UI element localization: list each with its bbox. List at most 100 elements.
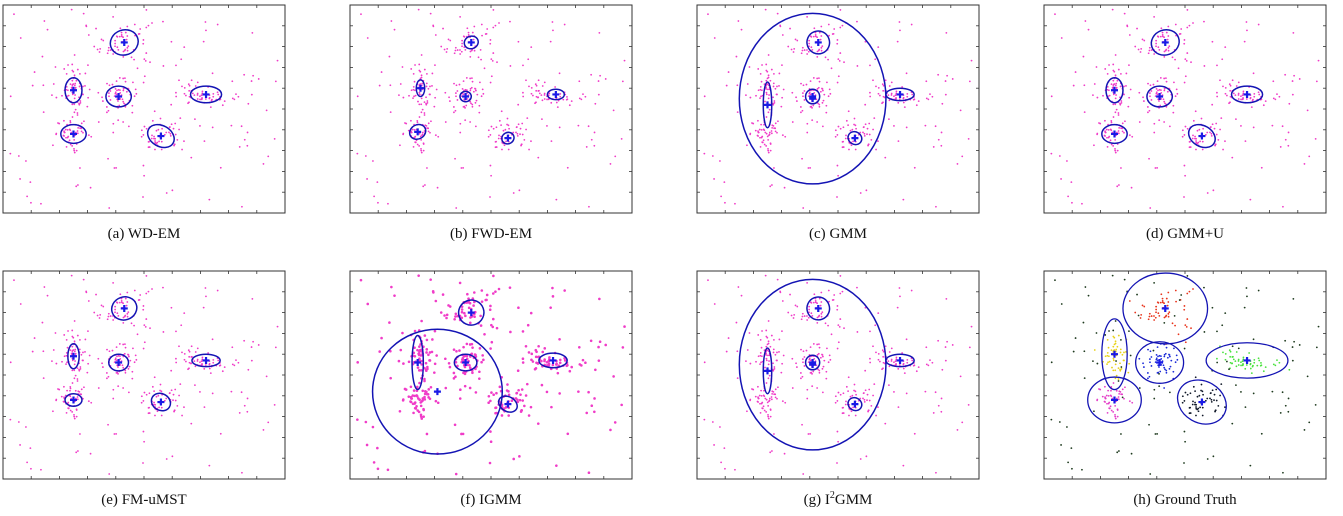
- data-point: [843, 61, 845, 64]
- data-point: [762, 128, 765, 131]
- noise-point: [967, 137, 970, 140]
- data-point: [420, 74, 423, 77]
- data-point: [839, 292, 842, 295]
- data-point: [862, 126, 865, 129]
- data-point: [887, 360, 890, 362]
- data-point: [73, 111, 76, 114]
- noise-point: [29, 181, 32, 183]
- data-point: [1183, 134, 1186, 136]
- data-point: [827, 324, 829, 327]
- noise-point: [740, 294, 743, 297]
- data-point: [75, 149, 78, 152]
- noise-point: [563, 289, 566, 292]
- data-point: [1194, 135, 1196, 138]
- data-point: [471, 297, 475, 300]
- data-point: [760, 80, 763, 83]
- data-point: [882, 89, 885, 92]
- noise-point: [243, 404, 246, 407]
- data-point: [760, 355, 763, 358]
- data-point: [872, 345, 874, 348]
- data-point: [816, 387, 819, 389]
- data-point: [1165, 371, 1168, 374]
- data-point: [106, 82, 108, 85]
- data-point: [1106, 402, 1108, 405]
- noise-point: [839, 9, 842, 11]
- noise-point: [614, 155, 617, 158]
- data-point: [594, 368, 597, 372]
- data-point: [1174, 95, 1177, 98]
- data-point: [107, 92, 110, 94]
- data-point: [422, 143, 425, 145]
- noise-point: [1279, 146, 1282, 148]
- data-point: [1167, 25, 1170, 28]
- noise-point: [1281, 125, 1284, 128]
- noise-point: [821, 391, 824, 394]
- noise-point: [1291, 346, 1294, 348]
- noise-point: [1243, 306, 1246, 309]
- data-point: [201, 363, 203, 366]
- data-point: [1112, 411, 1115, 413]
- data-point: [897, 367, 900, 370]
- data-point: [60, 395, 63, 398]
- data-point: [1104, 119, 1106, 122]
- data-point: [168, 392, 171, 395]
- data-point: [465, 77, 468, 79]
- data-point: [1159, 77, 1162, 79]
- component-center: [549, 356, 557, 364]
- data-point: [1189, 412, 1192, 414]
- noise-point: [723, 181, 726, 183]
- data-point: [447, 362, 451, 365]
- data-point: [1118, 392, 1121, 395]
- data-point: [143, 75, 146, 78]
- scatter-plot-wd-em: [2, 4, 286, 214]
- data-point: [1106, 88, 1109, 91]
- data-point: [530, 352, 534, 356]
- data-point: [1169, 365, 1172, 368]
- component-ellipse: [191, 353, 221, 368]
- data-point: [906, 92, 909, 95]
- data-point: [437, 135, 440, 138]
- data-point: [1117, 132, 1120, 135]
- panel-fm-umst: (e) FM-uMST: [2, 266, 286, 516]
- data-point: [216, 91, 219, 94]
- noise-point: [77, 450, 79, 452]
- data-point: [418, 91, 421, 94]
- noise-point: [613, 421, 617, 424]
- data-point: [1110, 121, 1113, 124]
- noise-point: [856, 20, 858, 23]
- data-point: [425, 392, 429, 396]
- data-point: [546, 98, 548, 101]
- data-point: [76, 112, 79, 114]
- data-point: [541, 85, 544, 87]
- data-point: [1174, 361, 1177, 364]
- data-point: [771, 126, 774, 129]
- data-point: [74, 86, 77, 89]
- data-point: [78, 103, 81, 106]
- data-point: [1217, 404, 1220, 407]
- noise-point: [1156, 433, 1159, 435]
- data-point: [434, 399, 438, 403]
- data-point: [123, 315, 126, 318]
- data-point: [460, 308, 464, 311]
- noise-point: [879, 360, 881, 363]
- data-point: [109, 49, 112, 51]
- noise-point: [1074, 71, 1077, 73]
- data-point: [929, 93, 931, 96]
- data-point: [758, 128, 761, 131]
- data-point: [1194, 390, 1196, 393]
- data-point: [422, 149, 425, 152]
- data-point: [115, 346, 118, 349]
- data-point: [1121, 388, 1124, 391]
- noise-point: [713, 303, 716, 305]
- data-point: [132, 81, 134, 84]
- data-point: [461, 358, 464, 362]
- noise-point: [489, 440, 493, 444]
- noise-point: [703, 95, 706, 98]
- noise-point: [761, 330, 763, 332]
- data-point: [1288, 102, 1291, 105]
- data-point: [1189, 146, 1192, 148]
- noise-point: [71, 329, 74, 332]
- data-point: [550, 101, 553, 104]
- data-point: [1107, 128, 1110, 131]
- data-point: [882, 361, 885, 364]
